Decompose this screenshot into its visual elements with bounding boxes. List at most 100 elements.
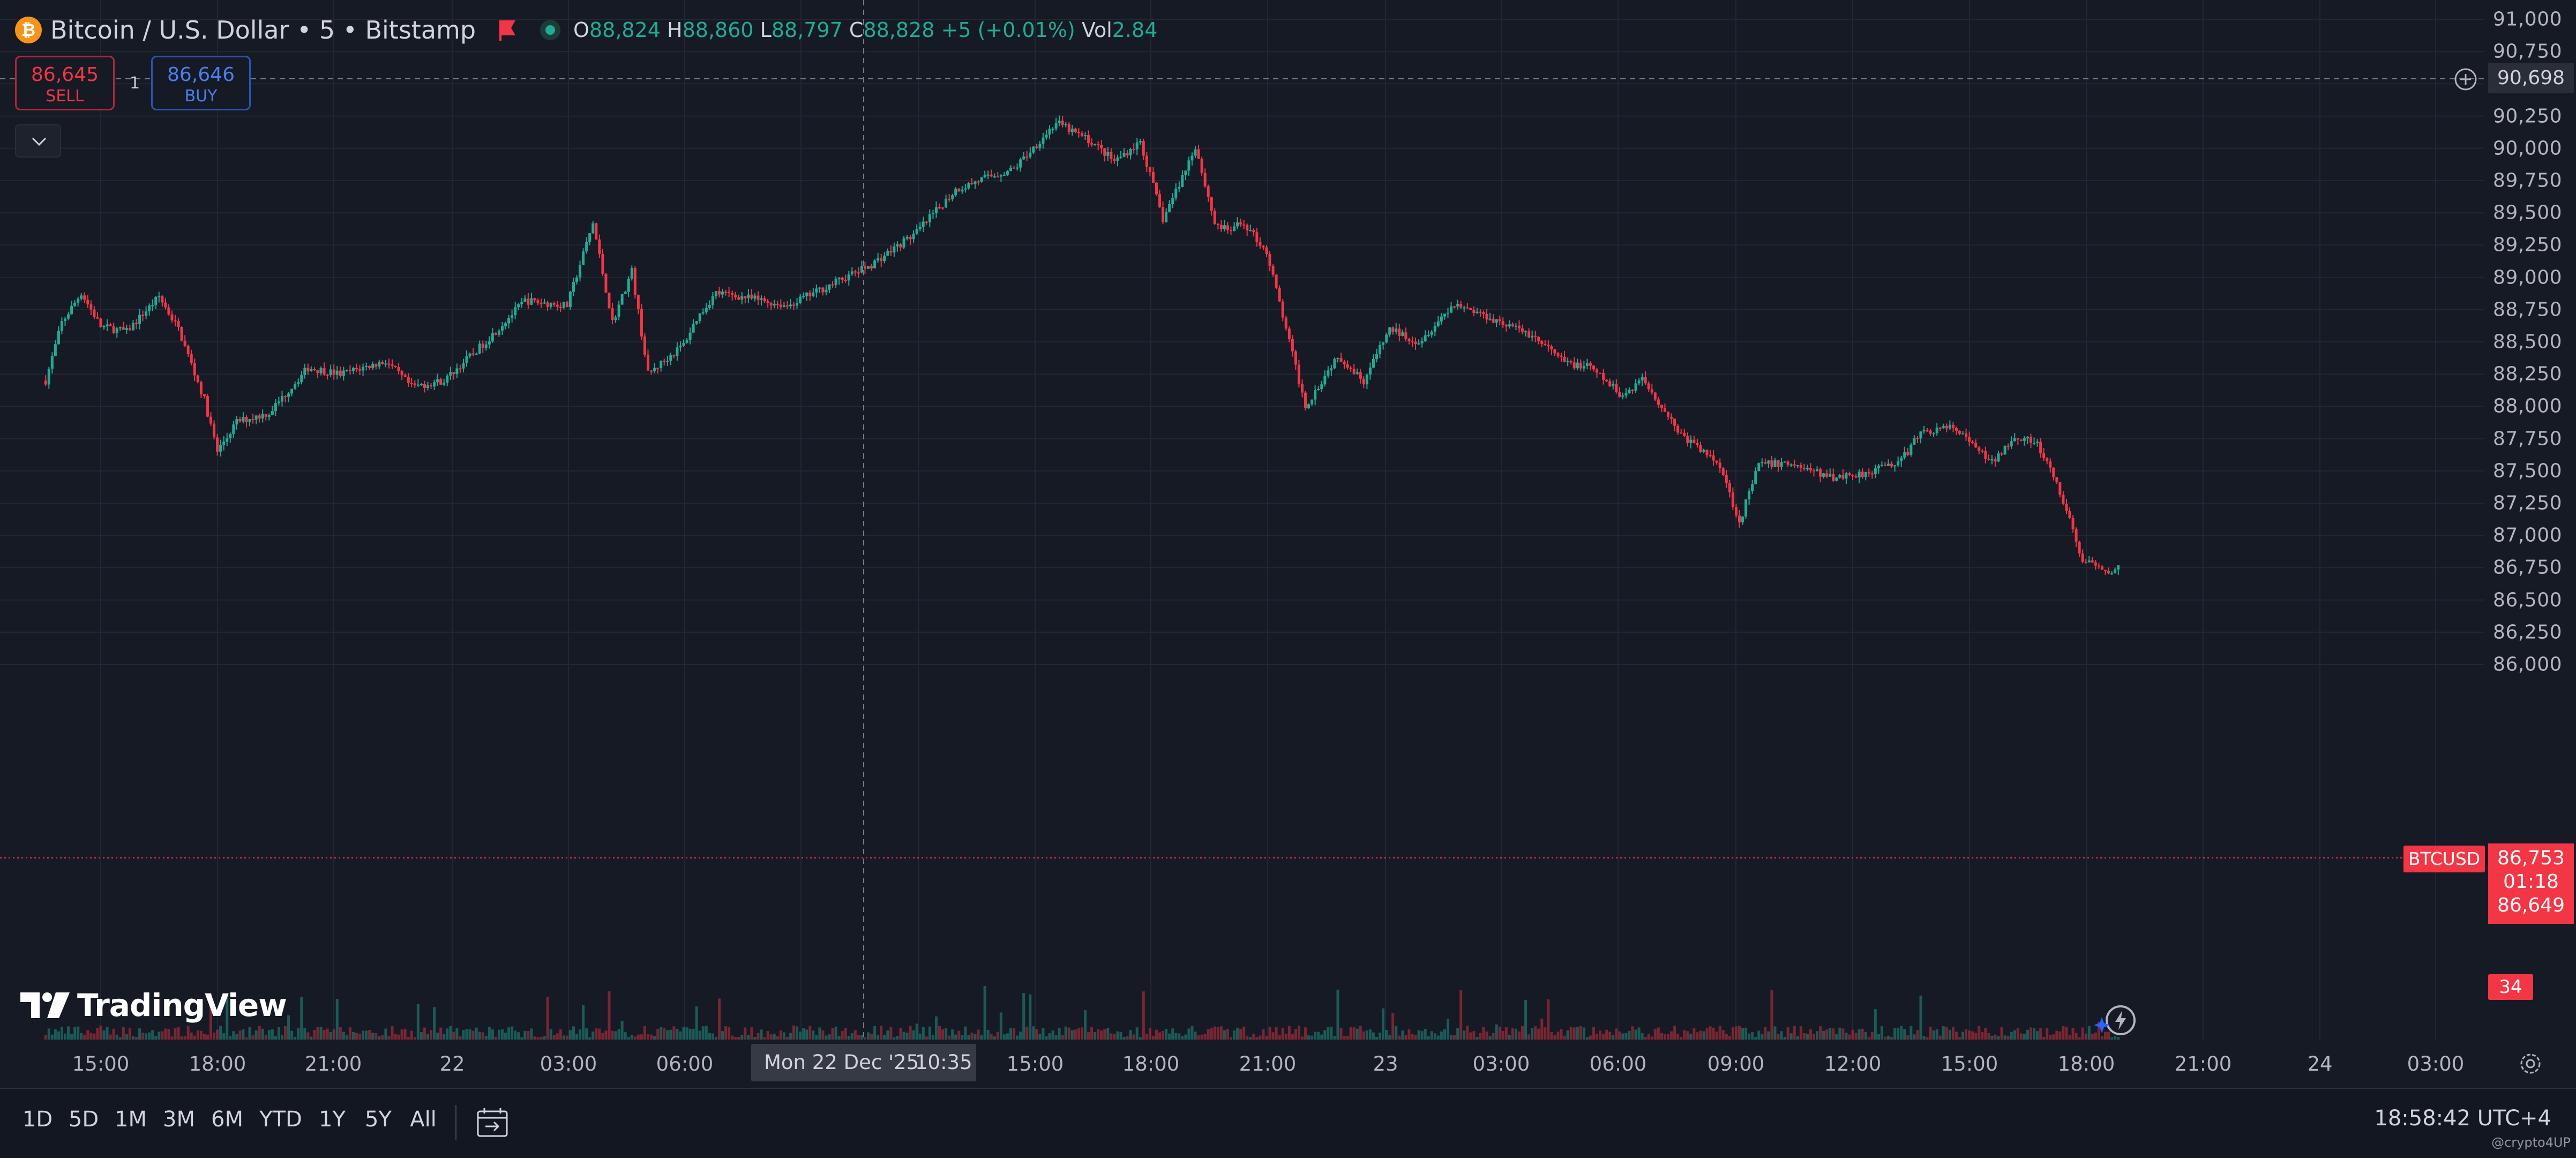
candle-body: [1139, 141, 1142, 143]
candle-body: [145, 311, 148, 316]
time-tick-label: 24: [2307, 1052, 2333, 1075]
range-button-5y[interactable]: 5Y: [365, 1107, 392, 1132]
volume-bar: [647, 1034, 650, 1040]
range-button-1y[interactable]: 1Y: [319, 1107, 346, 1132]
candle-body: [462, 363, 465, 369]
volume-bar: [533, 1036, 536, 1040]
lightning-icon[interactable]: [2105, 1004, 2137, 1036]
volume-bar: [1080, 1027, 1083, 1040]
candle-body: [254, 415, 258, 420]
volume-bar: [1544, 1027, 1547, 1040]
range-button-1d[interactable]: 1D: [22, 1107, 53, 1132]
candle-body: [1780, 462, 1783, 467]
candle-body: [1281, 301, 1284, 318]
candle-body: [799, 296, 802, 303]
volume-value: 2.84: [1112, 18, 1158, 42]
collapse-legend-button[interactable]: [15, 124, 61, 158]
candle-body: [1284, 317, 1287, 329]
volume-bar: [1987, 1033, 1990, 1040]
candle-body: [1239, 222, 1242, 225]
volume-bar: [808, 1026, 812, 1040]
volume-bar: [957, 1030, 961, 1040]
volume-bar: [89, 1033, 93, 1040]
volume-bar: [1712, 1027, 1715, 1040]
range-button-all[interactable]: All: [410, 1107, 437, 1132]
volume-bar: [1158, 1032, 1162, 1040]
candle-body: [112, 326, 115, 333]
volume-bar: [1504, 1027, 1508, 1040]
symbol-title[interactable]: Bitcoin / U.S. Dollar • 5 • Bitstamp: [50, 16, 476, 44]
volume-bar: [1391, 1013, 1395, 1040]
candle-body: [1968, 437, 1971, 442]
candle-body: [2087, 560, 2091, 563]
buy-button[interactable]: 86,646 BUY: [151, 56, 251, 110]
candle-body: [1327, 370, 1330, 376]
volume-bar: [134, 1037, 138, 1040]
volume-bar: [776, 1036, 779, 1040]
visibility-icon[interactable]: [540, 20, 561, 40]
time-axis[interactable]: Mon 22 Dec '25 10:35 15:00 18:00 21:00 22 03…: [0, 1040, 2576, 1088]
volume-bar: [721, 1031, 724, 1040]
tradingview-logo[interactable]: TradingView: [19, 987, 287, 1023]
volume-bar: [1281, 1028, 1284, 1040]
volume-bar: [847, 1035, 850, 1040]
plus-circle-icon[interactable]: [2453, 66, 2478, 92]
candle-body: [1339, 358, 1343, 362]
volume-bar: [899, 1027, 902, 1040]
volume-bar: [1151, 1035, 1155, 1040]
volume-bar: [1339, 1028, 1343, 1040]
volume-bar: [1469, 1032, 1472, 1040]
candle-body: [2016, 438, 2019, 440]
low-value: 88,797: [771, 18, 843, 42]
clock[interactable]: 18:58:42 UTC+4: [2374, 1106, 2551, 1131]
candle-body: [1524, 331, 1527, 333]
range-button-1m[interactable]: 1M: [115, 1107, 147, 1132]
candle-body: [481, 343, 484, 348]
chart-pane[interactable]: ₿ Bitcoin / U.S. Dollar • 5 • Bitstamp O…: [0, 0, 2484, 1040]
range-button-5d[interactable]: 5D: [68, 1107, 99, 1132]
goto-date-icon[interactable]: [475, 1105, 510, 1140]
volume-bar: [64, 1033, 67, 1040]
candle-body: [1113, 159, 1116, 161]
candle-body: [60, 321, 63, 331]
candle-body: [452, 372, 455, 374]
volume-bar: [478, 1032, 481, 1040]
volume-bar: [1615, 1028, 1618, 1040]
volume-bar: [1582, 1027, 1585, 1040]
volume-bar: [446, 1028, 449, 1040]
volume-bar: [1501, 1030, 1504, 1040]
candle-body: [1848, 473, 1851, 475]
volume-bar: [860, 1035, 863, 1040]
time-tick-label: 12:00: [1824, 1052, 1882, 1075]
volume-bar: [1488, 1036, 1492, 1040]
volume-bar: [481, 1032, 484, 1040]
volume-bar: [1757, 1030, 1761, 1040]
candle-body: [996, 176, 999, 178]
range-button-ytd[interactable]: YTD: [259, 1107, 302, 1132]
volume-bar: [825, 1035, 828, 1040]
candle-body: [1042, 137, 1045, 144]
settings-icon[interactable]: [2516, 1049, 2545, 1078]
volume-bar: [1265, 1035, 1268, 1040]
candle-body: [873, 260, 877, 268]
candle-body: [297, 382, 300, 384]
volume-bar: [2049, 1034, 2052, 1040]
range-button-6m[interactable]: 6M: [211, 1107, 243, 1132]
flag-icon[interactable]: [496, 18, 519, 42]
volume-bar: [2058, 1031, 2062, 1040]
volume-bar: [1372, 1032, 1375, 1040]
symbol-legend[interactable]: ₿ Bitcoin / U.S. Dollar • 5 • Bitstamp O…: [15, 15, 1157, 45]
candle-body: [1226, 225, 1229, 230]
tradingview-logo-icon: [20, 992, 70, 1018]
candle-body: [2003, 445, 2006, 455]
candle-body: [931, 213, 934, 215]
candle-body: [1472, 310, 1476, 313]
volume-bar: [2081, 1027, 2084, 1040]
range-button-3m[interactable]: 3M: [163, 1107, 195, 1132]
sell-button[interactable]: 86,645 SELL: [15, 56, 115, 110]
candle-body: [1699, 445, 1702, 452]
volume-bar: [853, 1030, 857, 1040]
volume-bar: [1356, 1028, 1359, 1040]
price-chart[interactable]: [0, 0, 2484, 1040]
horizontal-line-price-badge[interactable]: 90,698: [2488, 63, 2574, 93]
